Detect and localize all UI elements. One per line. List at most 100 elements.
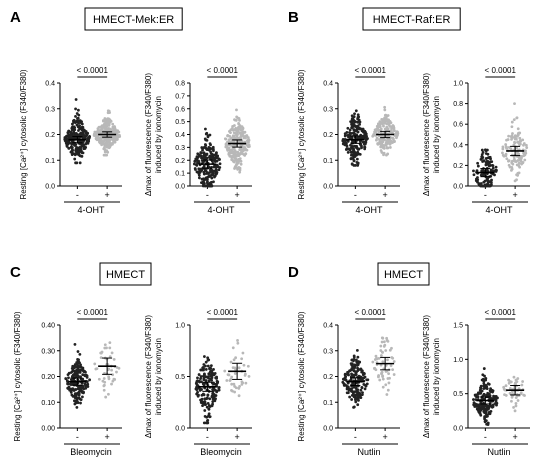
data-point bbox=[509, 380, 513, 384]
data-point bbox=[481, 373, 485, 377]
data-point bbox=[514, 404, 518, 408]
data-point bbox=[106, 140, 110, 144]
data-point bbox=[360, 369, 364, 373]
data-point bbox=[480, 153, 484, 156]
data-point bbox=[76, 108, 80, 112]
data-point bbox=[215, 382, 218, 386]
data-point bbox=[363, 132, 367, 136]
data-point bbox=[218, 166, 222, 169]
data-point bbox=[100, 140, 104, 143]
data-point bbox=[246, 364, 250, 368]
x-tick-label: + bbox=[382, 190, 387, 200]
data-point bbox=[214, 153, 218, 157]
data-point bbox=[234, 368, 238, 371]
data-point bbox=[204, 368, 208, 371]
data-point bbox=[73, 128, 77, 132]
data-point bbox=[483, 409, 487, 413]
data-point bbox=[66, 373, 70, 377]
data-point bbox=[361, 135, 365, 139]
data-point bbox=[213, 156, 217, 160]
data-point bbox=[488, 180, 492, 183]
x-tick-label: + bbox=[104, 190, 109, 200]
data-point bbox=[515, 178, 518, 182]
data-point bbox=[235, 161, 239, 165]
data-point bbox=[479, 184, 482, 188]
data-point bbox=[384, 349, 388, 352]
data-point bbox=[200, 151, 203, 155]
panel-letter: B bbox=[288, 9, 299, 26]
data-point bbox=[227, 373, 231, 377]
y-tick-label: 0.0 bbox=[323, 426, 333, 433]
data-point bbox=[209, 364, 213, 368]
data-point bbox=[378, 125, 382, 129]
data-point bbox=[237, 366, 241, 370]
y-tick-label: 0.2 bbox=[175, 158, 185, 165]
data-point bbox=[232, 146, 236, 150]
x-axis-label: Bleomycin bbox=[200, 447, 242, 457]
data-point bbox=[68, 135, 71, 139]
data-point bbox=[72, 131, 76, 135]
data-point bbox=[211, 373, 215, 377]
data-point bbox=[512, 375, 516, 379]
data-point bbox=[79, 398, 83, 402]
data-point bbox=[193, 167, 197, 170]
data-point bbox=[78, 389, 82, 393]
data-point bbox=[217, 157, 221, 161]
data-point bbox=[78, 154, 82, 157]
data-point bbox=[343, 143, 347, 147]
data-point bbox=[479, 390, 483, 394]
data-point bbox=[373, 366, 377, 370]
data-point bbox=[104, 153, 107, 157]
x-axis-label: 4-OHT bbox=[208, 205, 236, 215]
data-point bbox=[218, 162, 222, 166]
data-point bbox=[385, 146, 389, 150]
x-tick-label: + bbox=[512, 432, 517, 442]
data-point bbox=[80, 151, 84, 155]
data-point bbox=[360, 385, 364, 389]
data-point bbox=[376, 128, 380, 132]
data-point bbox=[214, 397, 217, 401]
data-point bbox=[384, 113, 388, 117]
data-point bbox=[350, 125, 354, 129]
data-point bbox=[67, 146, 71, 150]
data-point bbox=[343, 373, 347, 377]
data-point bbox=[363, 387, 367, 391]
data-point bbox=[481, 156, 485, 159]
data-point bbox=[346, 372, 350, 376]
data-point bbox=[236, 116, 240, 120]
data-point bbox=[206, 135, 210, 139]
data-point bbox=[214, 169, 218, 172]
data-point bbox=[202, 170, 206, 174]
data-point bbox=[385, 125, 389, 129]
data-point bbox=[64, 377, 68, 380]
data-point bbox=[351, 117, 354, 120]
data-point bbox=[71, 122, 74, 126]
data-point bbox=[110, 351, 114, 355]
data-point bbox=[197, 171, 201, 175]
data-point bbox=[67, 385, 71, 389]
data-point bbox=[78, 161, 82, 165]
data-point bbox=[504, 384, 508, 388]
data-point bbox=[371, 134, 375, 138]
data-point bbox=[111, 379, 115, 383]
data-point bbox=[487, 164, 491, 168]
data-point bbox=[226, 133, 230, 137]
data-point bbox=[479, 413, 483, 417]
data-point bbox=[203, 397, 207, 401]
data-point bbox=[362, 129, 366, 133]
data-point bbox=[111, 122, 115, 126]
data-point bbox=[202, 367, 205, 370]
data-point bbox=[72, 118, 76, 122]
data-point bbox=[236, 166, 240, 170]
data-point bbox=[352, 406, 355, 409]
x-axis-label: 4-OHT bbox=[486, 205, 514, 215]
data-point bbox=[385, 336, 389, 340]
data-point bbox=[508, 165, 512, 169]
data-point bbox=[517, 171, 521, 175]
data-point bbox=[351, 157, 355, 161]
data-point bbox=[483, 179, 487, 183]
data-point bbox=[113, 135, 117, 139]
data-point bbox=[474, 405, 478, 408]
data-point bbox=[206, 358, 210, 362]
data-point bbox=[507, 159, 511, 163]
